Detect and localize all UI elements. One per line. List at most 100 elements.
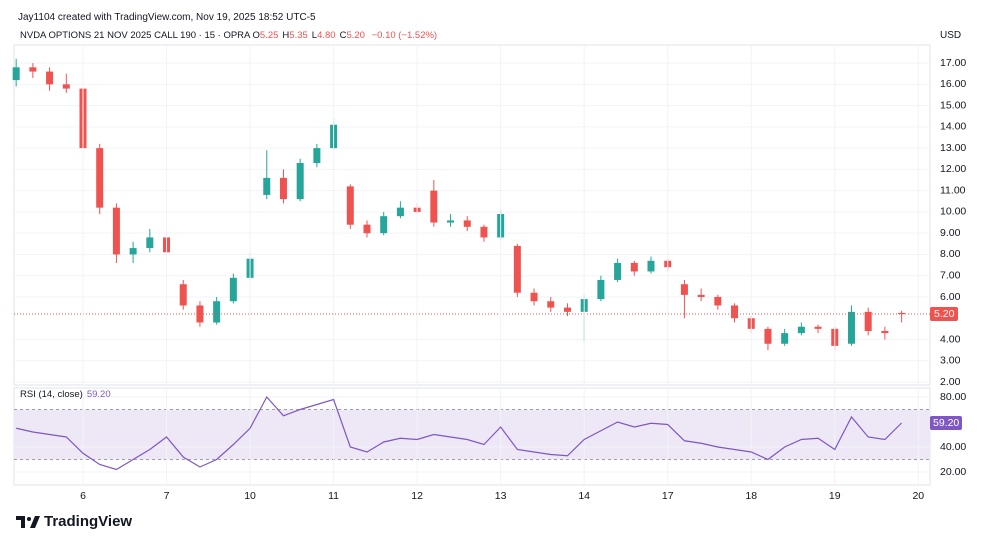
x-tick-label: 13 (495, 490, 507, 502)
x-tick-label: 7 (164, 490, 170, 502)
ohlc: O5.25 H5.35 L4.80 C5.20 (253, 30, 369, 41)
legend-key: C (339, 30, 347, 41)
candle-body (614, 262, 622, 280)
y-tick-label: 10.00 (940, 206, 966, 218)
y-tick-label: 3.00 (940, 355, 961, 367)
x-tick-label: 20 (912, 490, 924, 502)
candle-body (146, 237, 154, 249)
candle-body (363, 224, 371, 234)
x-tick-label: 18 (745, 490, 757, 502)
last-price-label: 5.20 (934, 308, 955, 320)
candle-body (764, 328, 772, 344)
y-tick-label: 7.00 (940, 269, 961, 281)
candle-body (263, 177, 271, 195)
candle-body (597, 279, 605, 300)
rsi-line (16, 395, 903, 471)
candle-body (881, 330, 889, 334)
y-tick-label: 9.00 (940, 227, 961, 239)
candle-body (797, 326, 805, 334)
candle-body (630, 262, 638, 272)
x-tick-label: 17 (662, 490, 674, 502)
candle-body (547, 301, 555, 308)
x-tick-label: 6 (80, 490, 86, 502)
y-tick-label: 40.00 (940, 441, 966, 453)
candle-body (12, 67, 20, 81)
price-pane (13, 44, 931, 386)
candle-body (346, 186, 354, 225)
candle-body (530, 292, 538, 302)
y-tick-label: 6.00 (940, 291, 961, 303)
legend-value: 4.80 (317, 30, 336, 41)
candle-body (847, 311, 855, 344)
rsi-band (14, 409, 930, 460)
candle-body (864, 311, 872, 331)
y-tick-label: 17.00 (940, 57, 966, 69)
x-tick-label: 19 (829, 490, 841, 502)
candle-body (781, 333, 789, 344)
logo-icon (16, 515, 40, 528)
brand: TradingView (44, 513, 133, 530)
candle-body (129, 248, 137, 255)
candle-body (29, 67, 37, 72)
legend-value: 5.25 (259, 30, 279, 41)
y-tick-label: 14.00 (940, 121, 966, 133)
candle-body (697, 294, 705, 297)
y-tick-label: 20.00 (940, 466, 966, 478)
last-price-box (930, 306, 958, 321)
legend-value: 5.20 (346, 30, 365, 41)
candle-body (380, 216, 388, 234)
x-tick-label: 14 (578, 490, 590, 502)
y-tick-label: 15.00 (940, 99, 966, 111)
candle-body (96, 148, 104, 208)
change: −0.10 (−1.52%) (371, 30, 438, 41)
logo: TradingView (16, 513, 132, 530)
rsi-title: RSI (14, close) (20, 389, 83, 400)
candle-body (179, 284, 187, 306)
legend: NVDA OPTIONS 21 NOV 2025 CALL 190 · 15 ·… (20, 30, 441, 41)
candle-body (563, 307, 571, 312)
legend-key: O (252, 30, 260, 41)
candle-body (112, 207, 120, 255)
y-tick-label: 11.00 (940, 184, 966, 196)
candle-body (480, 226, 488, 238)
candle-body (447, 220, 455, 223)
candle-body (814, 326, 822, 329)
candle-body (898, 312, 906, 314)
y-tick-label: 8.00 (940, 248, 961, 260)
x-tick-label: 12 (411, 490, 423, 502)
currency: USD (940, 30, 962, 41)
candle-body (513, 245, 521, 293)
rsi-value-label: 59.20 (933, 417, 959, 429)
y-tick-label: 13.00 (940, 142, 966, 154)
candle-body (463, 220, 471, 227)
candle-body (279, 177, 287, 200)
attribution: Jay1104 created with TradingView.com, No… (18, 12, 316, 23)
y-tick-label: 2.00 (940, 376, 961, 388)
rsi-legend: RSI (14, close) 59.20 (20, 389, 111, 400)
candle-body (680, 284, 688, 295)
legend-key: L (311, 30, 318, 41)
y-tick-label: 12.00 (940, 163, 966, 175)
y-tick-label: 16.00 (940, 78, 966, 90)
candle-body (213, 301, 221, 323)
candle-body (62, 84, 70, 89)
candle-body (296, 163, 304, 200)
candle-body (46, 71, 54, 85)
legend-key: H (282, 30, 290, 41)
symbol-title: NVDA OPTIONS 21 NOV 2025 CALL 190 · 15 ·… (20, 30, 250, 41)
candle-body (647, 260, 655, 272)
rsi-value: 59.20 (86, 389, 111, 400)
candle-body (430, 190, 438, 223)
y-tick-label: 4.00 (940, 333, 961, 345)
candle-body (731, 305, 739, 319)
candle-body (313, 148, 321, 164)
x-tick-label: 10 (244, 490, 256, 502)
y-tick-label: 80.00 (940, 391, 966, 403)
candle-body (229, 277, 237, 302)
candle-body (196, 305, 204, 323)
legend-value: 5.35 (289, 30, 308, 41)
rsi-value-box (930, 416, 962, 430)
x-tick-label: 11 (328, 490, 339, 502)
